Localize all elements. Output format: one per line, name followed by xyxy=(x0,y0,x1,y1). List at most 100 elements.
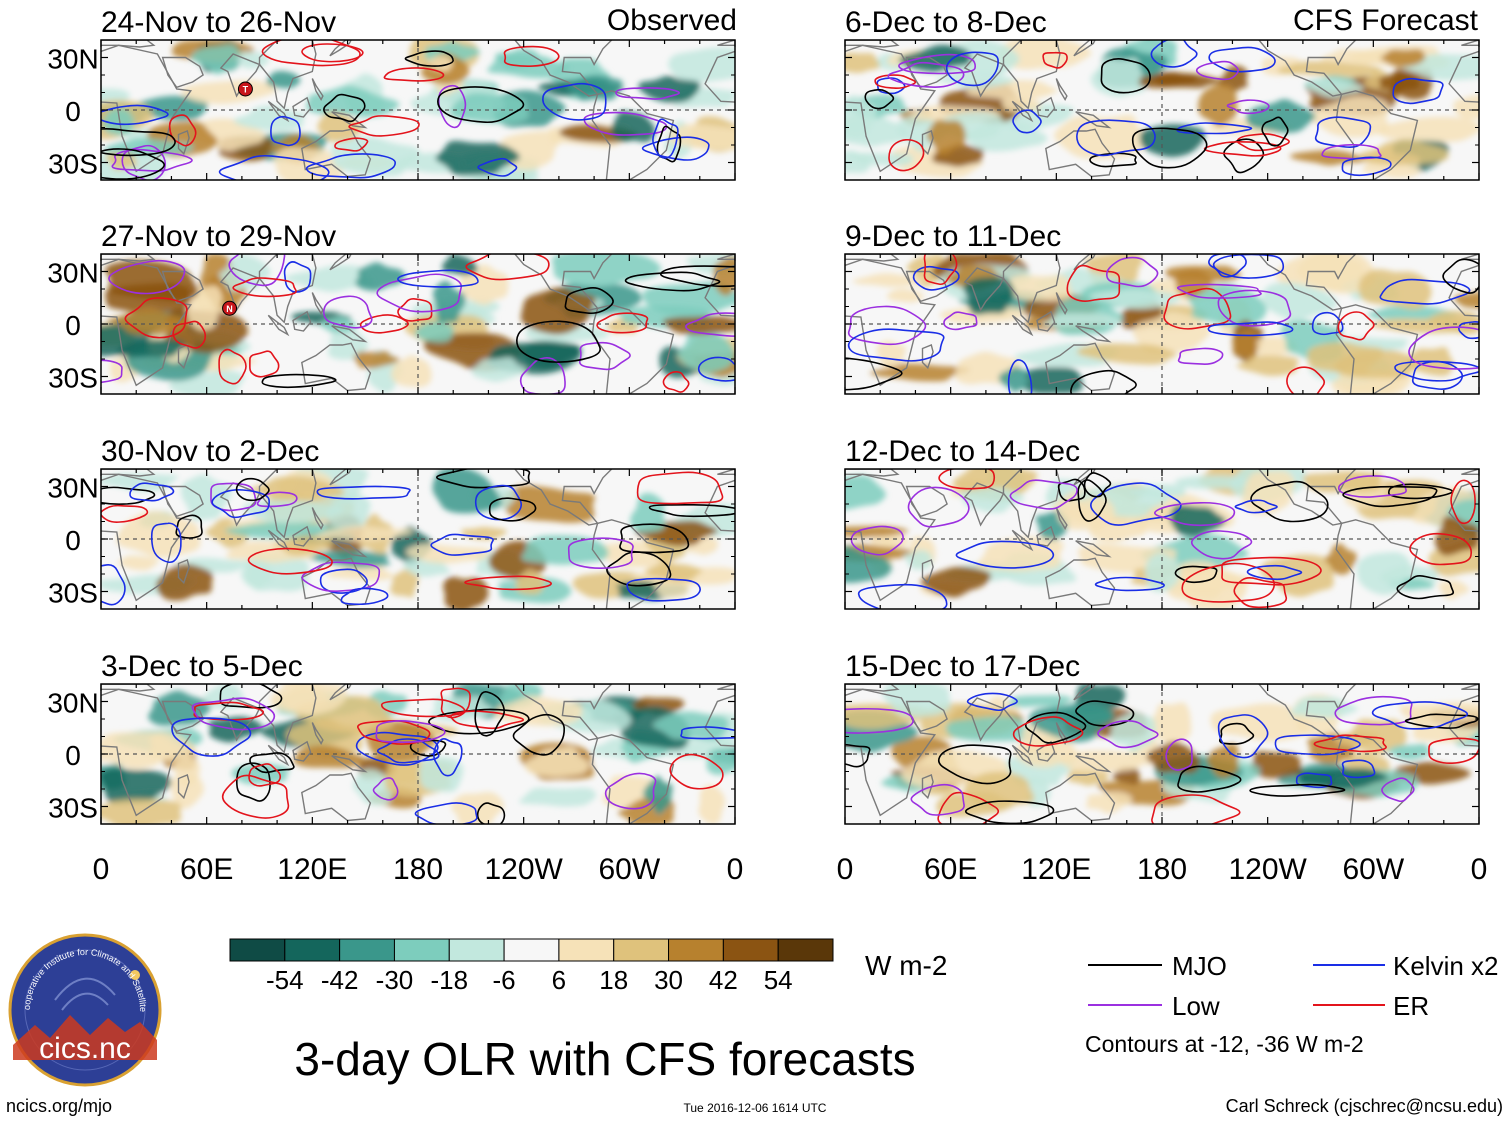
legend-label-kelvin: Kelvin x2 xyxy=(1393,951,1499,981)
wave-contours xyxy=(171,684,735,824)
panel-title: 27-Nov to 29-Nov xyxy=(101,220,336,253)
forecast-panel-4: 15-Dec to 17-Dec xyxy=(844,650,1480,825)
latitude-label: 0 xyxy=(65,525,81,556)
colorbar-swatch xyxy=(229,938,286,962)
panel-title: 24-Nov to 26-Nov xyxy=(101,6,336,39)
storm-marker xyxy=(222,300,238,316)
colorbar-tick-label: -42 xyxy=(321,965,359,995)
longitude-label: 180 xyxy=(1137,853,1187,886)
longitude-label: 60E xyxy=(180,853,233,886)
forecast-label: CFS Forecast xyxy=(1293,4,1479,37)
wave-contours xyxy=(101,254,735,394)
longitude-label: 60E xyxy=(924,853,977,886)
forecast-panel-2: 9-Dec to 11-Dec xyxy=(844,220,1480,395)
latitude-label: 0 xyxy=(65,310,81,341)
latitude-label: 30N xyxy=(47,473,98,504)
wave-contours xyxy=(101,40,710,180)
longitude-label: 0 xyxy=(837,853,854,886)
latitude-label: 30S xyxy=(48,149,98,180)
panel-title: 6-Dec to 8-Dec xyxy=(845,6,1047,39)
colorbar-tick-label: -30 xyxy=(376,965,414,995)
colorbar-unit: W m-2 xyxy=(865,950,947,981)
storm-marker-letter: N xyxy=(226,304,233,314)
olr-anomaly-field xyxy=(845,40,1479,178)
latitude-label: 30S xyxy=(48,578,98,609)
coastlines xyxy=(845,684,1479,824)
olr-anomaly-field xyxy=(845,469,1479,609)
wave-contours xyxy=(864,40,1444,177)
footer-timestamp: Tue 2016-12-06 1614 UTC xyxy=(684,1101,827,1115)
colorbar-swatch xyxy=(393,938,450,962)
latitude-label: 0 xyxy=(65,96,81,127)
wave-contours xyxy=(850,469,1476,609)
logo-text: cics.nc xyxy=(39,1032,131,1065)
forecast-panel-1: 6-Dec to 8-Dec xyxy=(844,6,1480,181)
footer-author: Carl Schreck (cjschrec@ncsu.edu) xyxy=(1226,1096,1503,1116)
storm-marker-letter: T xyxy=(243,85,249,95)
longitude-label: 120E xyxy=(277,853,347,886)
colorbar-swatch xyxy=(613,938,670,962)
latitude-label: 30N xyxy=(47,688,98,719)
panel-title: 12-Dec to 14-Dec xyxy=(845,435,1080,468)
observed-label: Observed xyxy=(607,4,737,37)
latitude-label: 30N xyxy=(47,258,98,289)
storm-marker xyxy=(237,81,253,97)
latitude-label: 30S xyxy=(48,793,98,824)
coastlines xyxy=(101,469,735,609)
panel-title: 3-Dec to 5-Dec xyxy=(101,650,303,683)
longitude-label: 0 xyxy=(93,853,110,886)
coastlines xyxy=(845,40,1479,180)
longitude-label: 60W xyxy=(1342,853,1404,886)
latitude-label: 0 xyxy=(65,740,81,771)
colorbar-swatch xyxy=(284,938,341,962)
colorbar-swatch xyxy=(777,938,834,962)
coastlines xyxy=(845,469,1479,609)
longitude-label: 120W xyxy=(484,853,563,886)
footer-url: ncics.org/mjo xyxy=(6,1096,112,1116)
main-title: 3-day OLR with CFS forecasts xyxy=(294,1033,915,1085)
legend-label-mjo: MJO xyxy=(1172,951,1227,981)
colorbar-tick-label: 30 xyxy=(654,965,683,995)
longitude-label: 120W xyxy=(1228,853,1307,886)
wave-contours xyxy=(845,254,1479,394)
colorbar-tick-label: 18 xyxy=(599,965,628,995)
longitude-axis: 0 60E 120E 180 120W 60W 0 0 60E 120E 180 120W 60W 0 xyxy=(93,853,1488,886)
panel-title: 9-Dec to 11-Dec xyxy=(845,220,1061,253)
observed-panel-1: 24-Nov to 26-Nov T 30N 0 30S xyxy=(47,6,736,181)
longitude-label: 0 xyxy=(1471,853,1488,886)
colorbar-swatch xyxy=(448,938,505,962)
observed-panel-2: 27-Nov to 29-Nov N 30N 0 30S xyxy=(47,220,736,395)
colorbar-tick-label: 6 xyxy=(552,965,566,995)
legend: MJO Kelvin x2 Low ER Contours at -12, -3… xyxy=(1085,951,1499,1057)
forecast-panel-3: 12-Dec to 14-Dec xyxy=(844,435,1480,610)
colorbar-swatch xyxy=(558,938,615,962)
longitude-label: 180 xyxy=(393,853,443,886)
latitude-label: 30N xyxy=(47,44,98,75)
longitude-label: 0 xyxy=(727,853,744,886)
longitude-label: 60W xyxy=(598,853,660,886)
coastlines xyxy=(101,254,735,394)
colorbar-tick-label: -6 xyxy=(493,965,516,995)
legend-label-low: Low xyxy=(1172,991,1220,1021)
longitude-label: 120E xyxy=(1021,853,1091,886)
colorbar-tick-label: -54 xyxy=(266,965,304,995)
colorbar-tick-label: -18 xyxy=(430,965,468,995)
panel-title: 30-Nov to 2-Dec xyxy=(101,435,319,468)
latitude-label: 30S xyxy=(48,363,98,394)
colorbar-swatch xyxy=(668,938,724,962)
wave-contours xyxy=(845,692,1479,824)
colorbar-swatch xyxy=(722,938,779,962)
colorbar-swatch xyxy=(339,938,395,962)
legend-label-er: ER xyxy=(1393,991,1429,1021)
colorbar-swatch xyxy=(503,938,560,962)
panel-title: 15-Dec to 17-Dec xyxy=(845,650,1080,683)
colorbar-tick-label: 54 xyxy=(764,965,793,995)
colorbar-tick-label: 42 xyxy=(709,965,738,995)
legend-note: Contours at -12, -36 W m-2 xyxy=(1085,1031,1364,1057)
coastlines xyxy=(845,254,1479,394)
colorbar: -54 -42 -30 -18 -6 6 18 30 42 54 xyxy=(229,938,834,995)
